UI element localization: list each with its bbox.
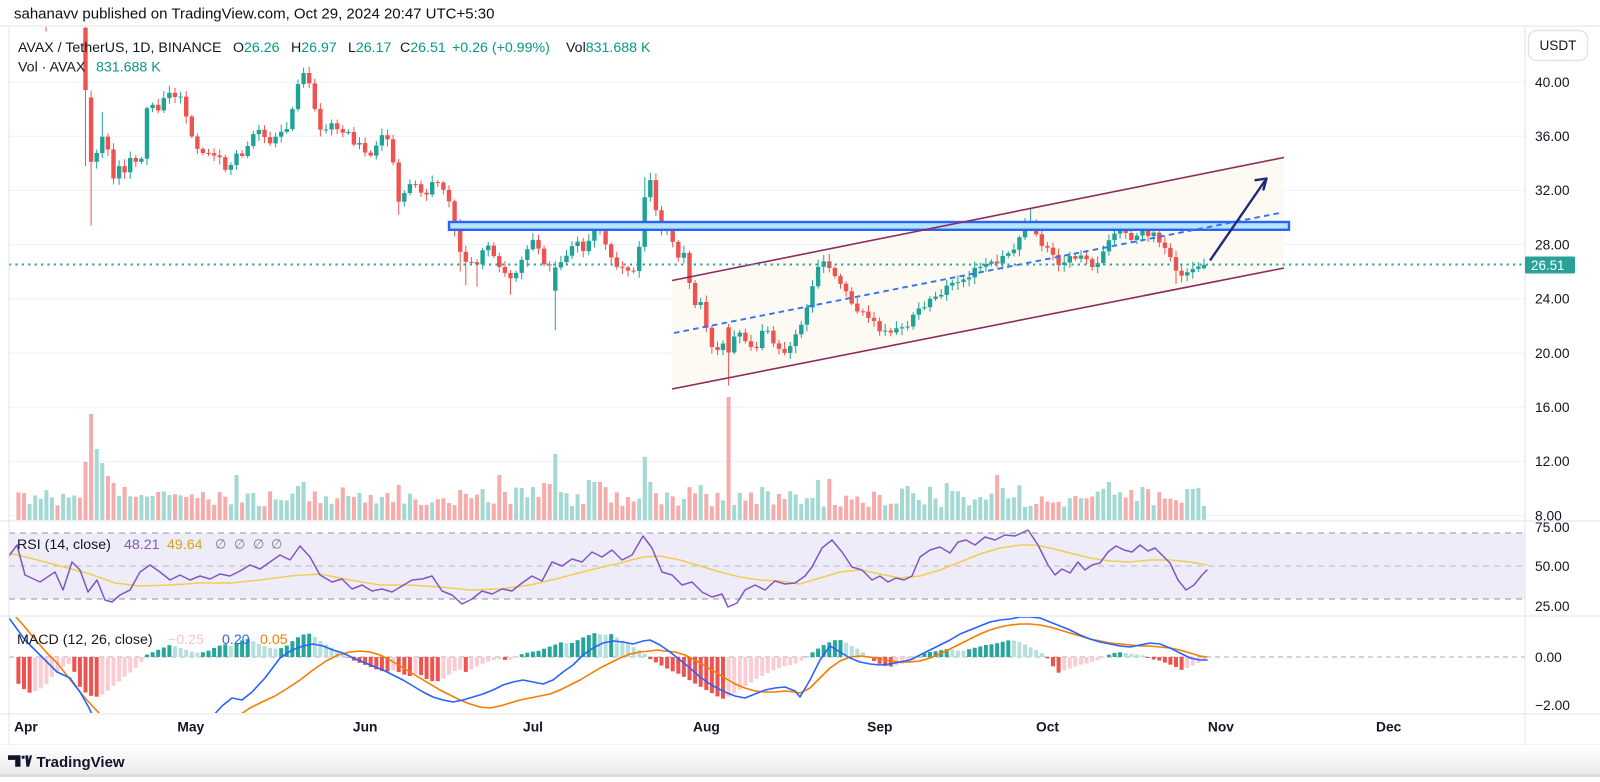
svg-text:−0.25: −0.25	[168, 632, 204, 648]
svg-text:0.05: 0.05	[260, 632, 288, 648]
svg-text:36.00: 36.00	[1535, 129, 1570, 144]
svg-text:TradingView: TradingView	[37, 754, 125, 771]
svg-text:Aug: Aug	[693, 720, 720, 735]
svg-text:H26.97: H26.97	[291, 40, 337, 56]
svg-text:0.20: 0.20	[222, 632, 250, 648]
svg-text:32.00: 32.00	[1535, 183, 1570, 198]
svg-text:8.00: 8.00	[1535, 508, 1562, 523]
svg-text:Vol831.688 K: Vol831.688 K	[566, 40, 651, 56]
svg-text:Sep: Sep	[867, 720, 892, 735]
svg-text:MACD (12, 26, close): MACD (12, 26, close)	[17, 632, 153, 648]
svg-text:24.00: 24.00	[1535, 292, 1570, 307]
svg-text:48.21: 48.21	[124, 537, 160, 553]
svg-text:28.00: 28.00	[1535, 237, 1570, 252]
svg-text:75.00: 75.00	[1535, 520, 1570, 535]
svg-text:∅: ∅	[271, 537, 283, 552]
svg-text:∅: ∅	[234, 537, 246, 552]
svg-text:26.51: 26.51	[1531, 258, 1565, 273]
svg-text:sahanavv published on TradingV: sahanavv published on TradingView.com, O…	[14, 6, 494, 23]
svg-text:May: May	[177, 720, 204, 735]
svg-text:50.00: 50.00	[1535, 559, 1570, 574]
svg-text:Nov: Nov	[1208, 720, 1234, 735]
svg-text:L26.17: L26.17	[348, 40, 392, 56]
svg-text:O26.26: O26.26	[233, 40, 280, 56]
svg-text:49.64: 49.64	[167, 537, 203, 553]
svg-text:∅: ∅	[215, 537, 227, 552]
svg-text:Apr: Apr	[14, 720, 38, 735]
svg-text:Dec: Dec	[1376, 720, 1402, 735]
svg-text:20.00: 20.00	[1535, 346, 1570, 361]
svg-text:∅: ∅	[253, 537, 265, 552]
svg-text:0.00: 0.00	[1535, 650, 1562, 665]
svg-text:C26.51: C26.51	[400, 40, 446, 56]
svg-text:Vol · AVAX: Vol · AVAX	[18, 60, 86, 76]
svg-text:Jun: Jun	[353, 720, 378, 735]
svg-text:16.00: 16.00	[1535, 400, 1570, 415]
svg-text:Oct: Oct	[1036, 720, 1059, 735]
svg-text:USDT: USDT	[1539, 38, 1576, 53]
svg-text:Jul: Jul	[523, 720, 543, 735]
svg-text:RSI (14, close): RSI (14, close)	[17, 537, 111, 553]
svg-text:+0.26 (+0.99%): +0.26 (+0.99%)	[452, 40, 550, 56]
svg-text:40.00: 40.00	[1535, 75, 1570, 90]
svg-text:12.00: 12.00	[1535, 454, 1570, 469]
svg-text:25.00: 25.00	[1535, 599, 1570, 614]
svg-text:AVAX / TetherUS, 1D, BINANCE: AVAX / TetherUS, 1D, BINANCE	[18, 40, 221, 56]
svg-text:−2.00: −2.00	[1535, 698, 1570, 713]
svg-text:831.688 K: 831.688 K	[96, 60, 161, 76]
